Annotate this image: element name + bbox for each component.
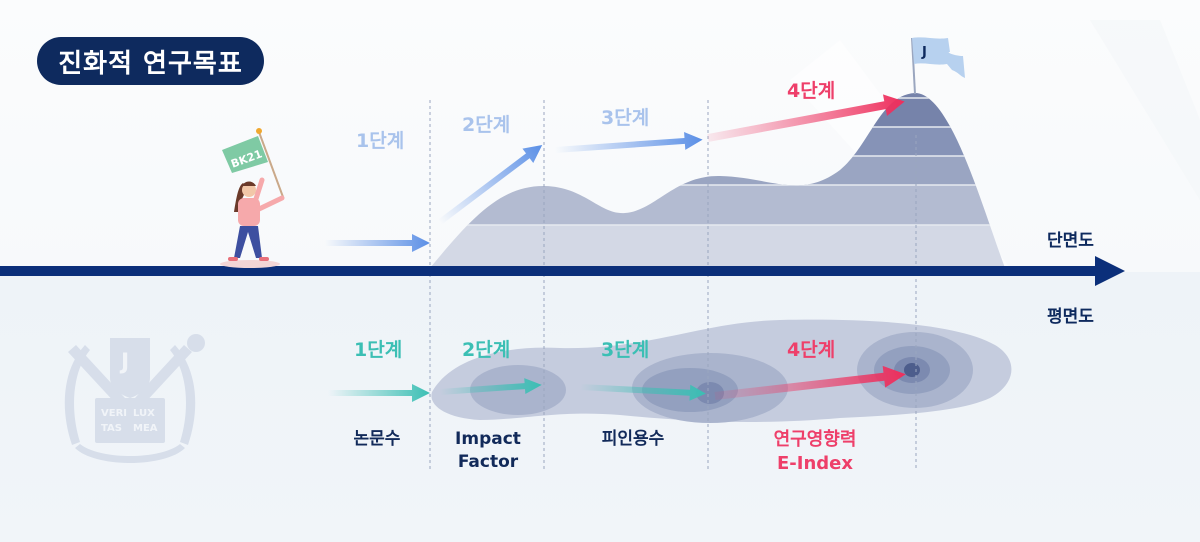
metric-research-impact-line1: 연구영향력 [773,429,857,450]
bottom-stage-3-label: 3단계 [601,339,650,361]
svg-text:LUX: LUX [133,408,155,419]
arrow-stage1-bottom [328,384,430,402]
metric-research-impact-line2: E-Index [777,453,853,474]
metric-impact-factor-line1: Impact [455,429,521,449]
bottom-stage-4-label: 4단계 [787,339,836,361]
bottom-stage-1-label: 1단계 [354,339,403,361]
arrow-stage3-bottom [579,384,706,401]
svg-text:MEA: MEA [133,423,158,434]
svg-text:J: J [921,45,927,60]
metric-paper-count: 논문수 [353,429,401,449]
svg-text:J: J [119,350,129,375]
plan-view-contours [431,319,1012,423]
top-stage-1-label: 1단계 [356,130,405,152]
university-emblem-watermark: J VERI TAS LUX MEA [64,334,205,463]
page-title: 진화적 연구목표 [37,37,264,85]
svg-text:TAS: TAS [101,423,122,434]
metric-impact-factor: Impact Factor [448,428,528,474]
top-stage-4-label: 4단계 [787,80,836,102]
arrow-stage1-top [325,234,430,252]
metric-research-impact: 연구영향력 E-Index [750,428,880,476]
arrow-stage3-top [554,131,703,153]
arrow-stage2-top [438,144,543,225]
arrow-stage2-bottom [439,378,542,395]
top-stage-3-label: 3단계 [601,107,650,129]
section-view-label: 단면도 [1047,231,1094,251]
top-progress-arrows [325,94,905,252]
arrow-stage4-top [707,94,905,142]
stage-dividers [429,100,917,470]
summit-flag: J [911,37,965,95]
bottom-progress-arrows [328,365,906,402]
arrow-stage4-bottom [714,365,906,400]
plan-view-label: 평면도 [1047,307,1094,327]
main-axis [0,256,1125,286]
mountain-cross-section [430,93,1005,268]
svg-text:VERI: VERI [101,408,127,419]
metric-impact-factor-line2: Factor [457,452,519,472]
bottom-stage-2-label: 2단계 [462,339,511,361]
metric-citation-count: 피인용수 [601,429,665,449]
top-stage-2-label: 2단계 [462,114,511,136]
person-with-flag-illustration: BK21 [220,128,285,268]
